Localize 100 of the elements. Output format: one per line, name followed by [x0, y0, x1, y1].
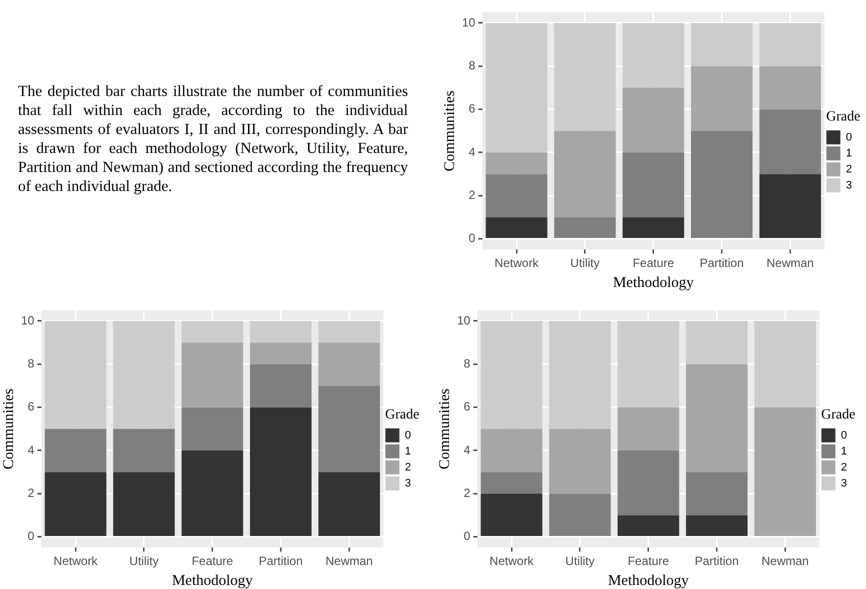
x-tick-label: Utility [129, 554, 159, 568]
bar [754, 407, 816, 536]
x-axis-title: Methodology [172, 572, 254, 589]
x-tick-label: Newman [326, 554, 373, 568]
x-axis-title: Methodology [608, 572, 690, 589]
legend-title: Grade [385, 407, 420, 422]
bar [480, 472, 542, 494]
x-tick-label: Partition [700, 256, 744, 270]
bar [250, 320, 312, 343]
y-tick-label: 4 [28, 442, 35, 457]
bar [554, 217, 616, 238]
legend-title: Grade [821, 407, 856, 422]
legend-label: 0 [840, 429, 848, 442]
y-tick-label: 0 [28, 529, 35, 544]
legend-label: 1 [840, 445, 848, 458]
legend-label: 3 [404, 477, 412, 490]
bar [549, 428, 611, 494]
y-tick-label: 2 [468, 188, 476, 202]
bar [622, 22, 684, 88]
bar [318, 320, 380, 343]
y-tick-label: 2 [28, 486, 35, 500]
legend-label: 3 [846, 179, 852, 192]
bar [686, 320, 748, 364]
bar [554, 130, 616, 218]
y-tick-label: 4 [464, 442, 471, 457]
legend-title: Grade [826, 109, 860, 124]
bar [44, 428, 106, 472]
bar [480, 494, 542, 536]
legend-label: 0 [404, 429, 412, 442]
x-tick-label: Network [490, 554, 535, 568]
y-tick-label: 0 [468, 231, 476, 246]
bar [759, 22, 821, 66]
bar [618, 320, 680, 408]
bar [480, 428, 542, 472]
bar [250, 407, 312, 536]
bar [113, 472, 175, 536]
y-axis-title: Communities [0, 388, 17, 470]
x-tick-label: Network [54, 554, 99, 568]
bar [486, 174, 548, 218]
bar [250, 364, 312, 408]
y-tick-label: 2 [464, 486, 471, 500]
bar [622, 88, 684, 152]
y-tick-label: 6 [28, 400, 35, 414]
bar [690, 130, 753, 238]
bar [554, 22, 616, 131]
bar [113, 320, 175, 429]
bar [480, 320, 542, 429]
legend-label: 2 [404, 461, 412, 474]
x-tick-label: Partition [694, 554, 739, 568]
legend-label: 2 [840, 461, 848, 474]
bar [754, 320, 816, 408]
bar [486, 22, 548, 152]
bar [486, 217, 548, 238]
y-tick-label: 10 [20, 313, 35, 328]
bar [618, 450, 680, 516]
bar [113, 428, 175, 472]
y-tick-label: 10 [462, 15, 476, 30]
y-tick-label: 4 [468, 144, 476, 159]
bar [686, 472, 748, 516]
y-tick-label: 8 [28, 356, 35, 370]
x-tick-label: Partition [258, 554, 303, 568]
bar [250, 342, 312, 364]
bar [549, 320, 611, 429]
bar [44, 472, 106, 536]
x-tick-label: Feature [632, 256, 674, 270]
legend-label: 1 [846, 147, 852, 160]
bar [686, 515, 748, 536]
bar [318, 472, 380, 536]
y-tick-label: 8 [468, 58, 476, 72]
bar [759, 174, 821, 238]
bar [622, 217, 684, 238]
bar [759, 66, 821, 110]
x-tick-label: Utility [565, 554, 595, 568]
bar [622, 152, 684, 218]
bar [44, 320, 106, 429]
y-tick-label: 8 [464, 356, 471, 370]
legend-label: 2 [846, 163, 852, 176]
bar [618, 515, 680, 536]
x-tick-label: Feature [628, 554, 670, 568]
y-tick-label: 10 [456, 313, 471, 328]
y-tick-label: 6 [468, 102, 476, 116]
x-tick-label: Utility [570, 256, 600, 270]
bar [686, 364, 748, 472]
bar [182, 320, 244, 343]
legend-label: 1 [404, 445, 412, 458]
x-tick-label: Newman [762, 554, 809, 568]
bar [486, 152, 548, 174]
y-tick-label: 6 [464, 400, 471, 414]
bar [318, 386, 380, 472]
y-axis-title: Communities [436, 388, 453, 470]
y-tick-label: 0 [464, 529, 471, 544]
x-tick-label: Network [494, 256, 540, 270]
bar [690, 22, 753, 66]
x-tick-label: Newman [766, 256, 814, 270]
bar [549, 494, 611, 536]
x-tick-label: Feature [192, 554, 234, 568]
bar [182, 342, 244, 408]
bar [759, 109, 821, 174]
bar [690, 66, 753, 131]
bar [182, 407, 244, 450]
